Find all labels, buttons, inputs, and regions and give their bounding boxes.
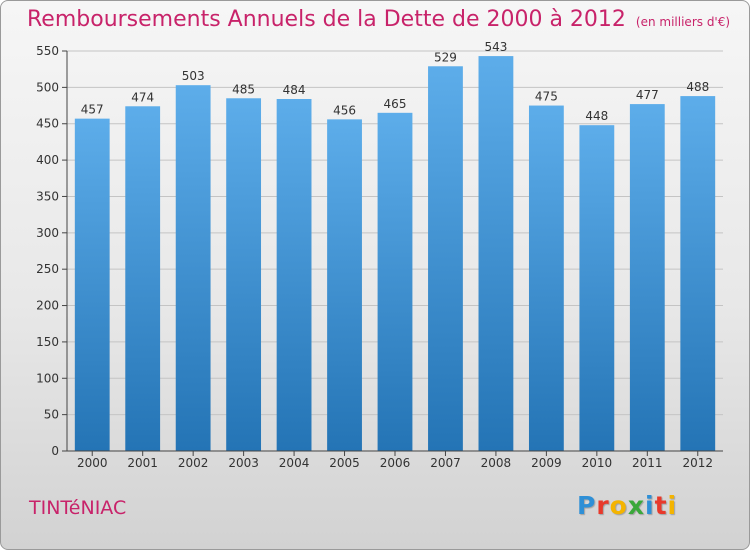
bar-2004 (276, 99, 312, 451)
x-tick-label: 2010 (582, 456, 613, 470)
value-label: 529 (434, 50, 457, 64)
x-tick-label: 2009 (531, 456, 562, 470)
x-tick-label: 2008 (481, 456, 512, 470)
commune-name: TINTéNIAC (29, 497, 127, 519)
bar-2006 (377, 112, 413, 452)
x-tick-label: 2001 (127, 456, 158, 470)
bar-2012 (680, 96, 716, 451)
value-label: 465 (384, 97, 407, 111)
y-tick-label: 550 (36, 44, 59, 58)
logo-letter: P (577, 491, 597, 520)
unit-note: (en milliers d'€) (635, 15, 731, 29)
value-label: 485 (232, 82, 255, 96)
y-tick-label: 500 (36, 80, 59, 94)
logo-letter: t (654, 491, 668, 520)
value-label: 543 (484, 40, 507, 54)
value-label: 477 (636, 88, 659, 102)
bar-2001 (125, 106, 161, 451)
y-tick-label: 350 (36, 189, 59, 203)
bar-2007 (428, 66, 463, 451)
y-tick-label: 250 (36, 262, 59, 276)
chart-title: Remboursements Annuels de la Dette de 20… (27, 7, 731, 32)
bar-2002 (175, 85, 211, 451)
x-tick-label: 2000 (77, 456, 108, 470)
y-tick-label: 200 (36, 299, 59, 313)
x-tick-label: 2012 (682, 456, 713, 470)
y-tick-label: 300 (36, 226, 59, 240)
logo-letter: i (645, 491, 655, 520)
value-label: 503 (182, 69, 205, 83)
bar-2010 (579, 125, 615, 451)
value-label: 474 (131, 90, 154, 104)
value-label: 456 (333, 103, 356, 117)
x-tick-label: 2002 (178, 456, 209, 470)
value-label: 448 (585, 109, 608, 123)
bar-2008 (478, 56, 514, 451)
x-tick-label: 2003 (228, 456, 259, 470)
x-tick-label: 2011 (632, 456, 663, 470)
value-label: 488 (686, 80, 709, 94)
y-tick-label: 400 (36, 153, 59, 167)
bar-2000 (74, 118, 110, 452)
logo-letter: o (609, 491, 628, 520)
x-tick-label: 2004 (279, 456, 310, 470)
y-tick-label: 0 (51, 444, 59, 458)
proxiti-logo: Proxiti (577, 491, 677, 520)
bar-2003 (226, 98, 262, 451)
bar-2009 (528, 105, 564, 451)
bar-2011 (629, 104, 665, 451)
value-label: 457 (81, 103, 104, 117)
x-tick-label: 2007 (430, 456, 461, 470)
value-label: 475 (535, 90, 558, 104)
bar-2005 (327, 119, 362, 451)
logo-letter: r (596, 491, 610, 520)
y-tick-label: 450 (36, 117, 59, 131)
y-tick-label: 150 (36, 335, 59, 349)
logo-letter: i (667, 491, 678, 520)
logo-letter: x (627, 491, 645, 520)
x-tick-label: 2006 (380, 456, 411, 470)
x-tick-label: 2005 (329, 456, 360, 470)
y-tick-label: 50 (44, 408, 59, 422)
y-tick-label: 100 (36, 371, 59, 385)
value-label: 484 (283, 83, 306, 97)
